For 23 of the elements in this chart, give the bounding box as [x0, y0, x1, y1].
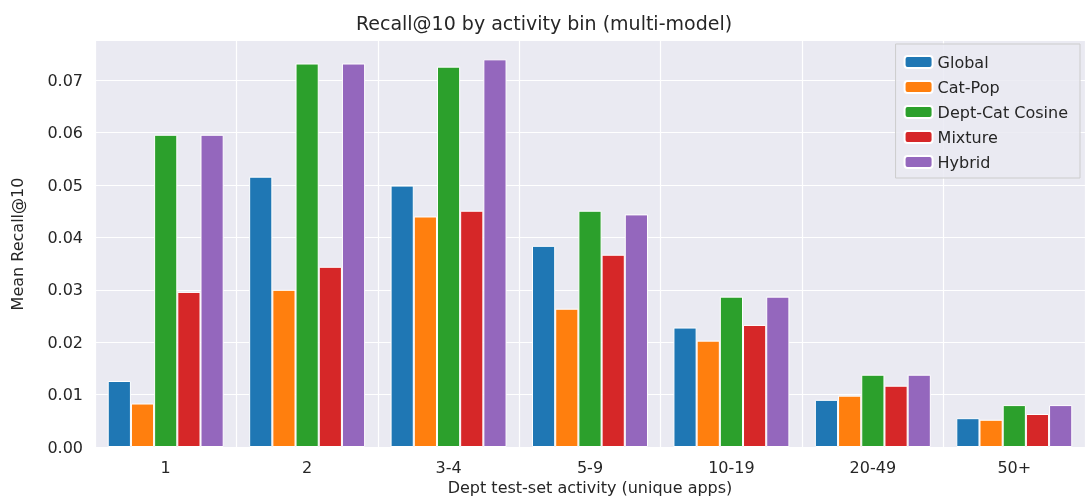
y-tick-label: 0.05 — [47, 175, 83, 195]
x-tick-label: 10-19 — [708, 457, 755, 477]
legend-label: Dept-Cat Cosine — [937, 102, 1069, 122]
legend-label: Global — [937, 52, 989, 72]
legend-label: Cat-Pop — [937, 77, 1000, 97]
y-tick-label: 0.06 — [47, 123, 83, 143]
y-tick-label: 0.03 — [47, 280, 83, 300]
x-tick-label: 20-49 — [849, 457, 897, 477]
y-tick-label: 0.00 — [47, 437, 83, 457]
legend-label: Mixture — [937, 127, 998, 147]
legend-label: Hybrid — [937, 152, 991, 172]
x-tick-label: 5-9 — [576, 457, 604, 477]
x-axis-title: Dept test-set activity (unique apps) — [447, 478, 733, 498]
y-tick-label: 0.01 — [47, 385, 83, 405]
y-axis-title: Mean Recall@10 — [7, 177, 27, 311]
y-tick-label: 0.07 — [47, 70, 83, 90]
x-tick-label: 3-4 — [435, 457, 462, 477]
x-tick-label: 1 — [160, 457, 171, 477]
y-tick-label: 0.04 — [47, 227, 83, 247]
x-tick-label: 50+ — [997, 457, 1032, 477]
chart-title: Recall@10 by activity bin (multi-model) — [355, 11, 733, 34]
x-tick-label: 2 — [302, 457, 313, 477]
y-tick-label: 0.02 — [47, 332, 83, 352]
